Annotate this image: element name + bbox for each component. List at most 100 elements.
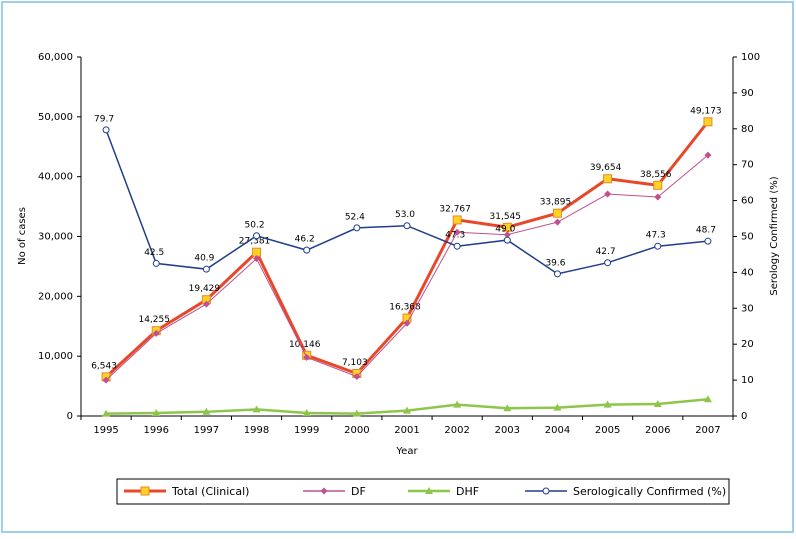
x-tick-label: 1995 bbox=[93, 425, 118, 436]
data-label: 42.7 bbox=[596, 247, 616, 257]
data-label: 7,103 bbox=[342, 358, 368, 368]
x-tick-label: 1999 bbox=[294, 425, 319, 436]
legend-marker bbox=[320, 487, 328, 495]
point bbox=[353, 373, 361, 381]
legend-label: Serologically Confirmed (%) bbox=[573, 485, 726, 498]
x-tick-label: 1997 bbox=[194, 425, 219, 436]
y2-tick-label: 40 bbox=[741, 267, 754, 278]
point bbox=[102, 409, 111, 417]
data-label: 47.3 bbox=[445, 231, 465, 241]
y-tick-label: 30,000 bbox=[38, 232, 73, 243]
x-tick-label: 2004 bbox=[545, 425, 570, 436]
data-label: 47.3 bbox=[646, 231, 666, 241]
point bbox=[503, 404, 512, 412]
y2-tick-label: 90 bbox=[741, 88, 754, 99]
data-label: 50.2 bbox=[245, 220, 265, 230]
y-tick-label: 40,000 bbox=[38, 172, 73, 183]
data-label: 31,545 bbox=[490, 212, 522, 222]
data-label: 27,381 bbox=[239, 237, 271, 247]
x-tick-label: 2007 bbox=[695, 425, 720, 436]
data-label: 33,895 bbox=[540, 198, 572, 208]
point bbox=[603, 174, 613, 184]
data-label: 49.0 bbox=[495, 225, 515, 235]
y2-tick-label: 100 bbox=[741, 52, 760, 63]
point bbox=[604, 259, 612, 267]
point bbox=[303, 353, 311, 361]
y2-tick-label: 50 bbox=[741, 232, 754, 243]
point bbox=[202, 407, 211, 415]
data-label: 10,146 bbox=[289, 340, 321, 350]
point bbox=[403, 406, 411, 414]
data-label: 49,173 bbox=[690, 106, 722, 116]
data-label: 38,556 bbox=[640, 170, 672, 180]
point bbox=[704, 237, 712, 245]
point bbox=[654, 242, 662, 250]
point bbox=[152, 409, 161, 417]
data-label: 14,255 bbox=[138, 315, 170, 325]
x-tick-label: 1996 bbox=[144, 425, 169, 436]
point bbox=[654, 193, 662, 201]
y2-tick-label: 80 bbox=[741, 124, 754, 135]
point bbox=[253, 255, 261, 263]
y-tick-label: 0 bbox=[67, 411, 73, 422]
point bbox=[703, 395, 712, 403]
x-tick-label: 2001 bbox=[394, 425, 419, 436]
point bbox=[453, 228, 461, 236]
data-label: 52.4 bbox=[345, 212, 365, 222]
point bbox=[152, 259, 160, 267]
legend-marker bbox=[542, 487, 550, 495]
legend-label: DF bbox=[351, 485, 366, 498]
point bbox=[303, 246, 311, 254]
data-label: 40.9 bbox=[194, 254, 214, 264]
y2-tick-label: 70 bbox=[741, 160, 754, 171]
legend-label: DHF bbox=[456, 485, 479, 498]
point bbox=[603, 400, 612, 408]
x-tick-label: 1998 bbox=[244, 425, 269, 436]
y2-tick-label: 30 bbox=[741, 303, 754, 314]
legend-marker bbox=[425, 487, 433, 494]
data-label: 79.7 bbox=[94, 114, 114, 124]
point bbox=[302, 409, 311, 417]
x-tick-label: 2005 bbox=[595, 425, 620, 436]
data-label: 39,654 bbox=[590, 163, 622, 173]
data-label: 32,767 bbox=[439, 204, 471, 214]
legend-label: Total (Clinical) bbox=[171, 485, 249, 498]
point bbox=[552, 208, 562, 218]
point bbox=[253, 232, 261, 240]
point bbox=[604, 190, 612, 198]
point bbox=[452, 215, 462, 225]
point bbox=[553, 403, 562, 411]
data-label: 6,543 bbox=[91, 361, 117, 371]
point bbox=[553, 218, 561, 226]
y-tick-label: 10,000 bbox=[38, 351, 73, 362]
point bbox=[653, 400, 662, 408]
point bbox=[353, 224, 361, 232]
point bbox=[503, 231, 511, 239]
x-tick-label: 2006 bbox=[645, 425, 670, 436]
point bbox=[553, 270, 561, 278]
point bbox=[403, 319, 411, 327]
y-axis-label: No of cases bbox=[17, 207, 28, 265]
data-label: 46.2 bbox=[295, 235, 315, 245]
point bbox=[252, 247, 262, 257]
data-label: 16,368 bbox=[389, 303, 421, 313]
legend-marker bbox=[140, 486, 150, 496]
y2-tick-label: 20 bbox=[741, 339, 754, 350]
point bbox=[403, 222, 411, 230]
data-label: 42.5 bbox=[144, 248, 164, 258]
point bbox=[102, 126, 110, 134]
y2-tick-label: 60 bbox=[741, 196, 754, 207]
point bbox=[653, 180, 663, 190]
y2-axis-label: Serology Confirmed (%) bbox=[769, 176, 780, 295]
point bbox=[453, 400, 462, 408]
data-label: 53.0 bbox=[395, 210, 415, 220]
point bbox=[503, 236, 511, 244]
x-tick-label: 2002 bbox=[444, 425, 469, 436]
point bbox=[102, 376, 110, 384]
point bbox=[252, 405, 261, 413]
data-label: 39.6 bbox=[545, 258, 565, 268]
data-label: 48.7 bbox=[696, 226, 716, 236]
point bbox=[202, 265, 210, 273]
x-axis-label: Year bbox=[395, 446, 418, 457]
